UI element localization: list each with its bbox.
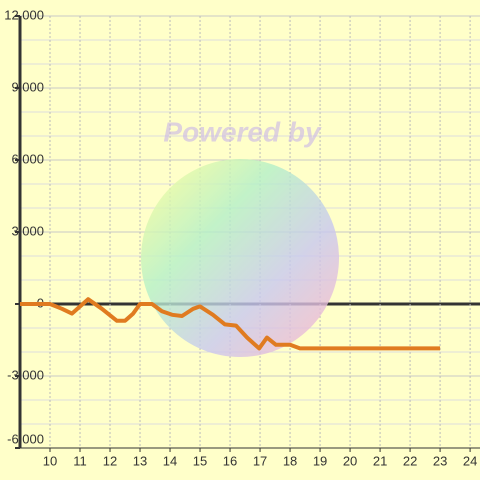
y-tick-label: -6,000: [7, 431, 44, 446]
y-tick-label: 6,000: [11, 151, 44, 166]
y-tick-label: 3,000: [11, 223, 44, 238]
watermark-logo: [141, 159, 339, 357]
x-tick-label: 12: [103, 453, 117, 468]
x-tick-label: 15: [193, 453, 207, 468]
x-tick-label: 18: [283, 453, 297, 468]
x-tick-label: 14: [163, 453, 177, 468]
x-tick-label: 20: [343, 453, 357, 468]
x-tick-label: 21: [373, 453, 387, 468]
x-tick-label: 19: [313, 453, 327, 468]
x-tick-label: 22: [403, 453, 417, 468]
x-tick-label: 10: [43, 453, 57, 468]
x-tick-label: 11: [73, 453, 87, 468]
watermark-text: Powered by: [163, 116, 322, 147]
line: [20, 297, 441, 351]
y-tick-label: -3,000: [7, 367, 44, 382]
y-tick-label: 12,000: [4, 7, 44, 22]
x-tick-label: 16: [223, 453, 237, 468]
x-tick-label: 17: [253, 453, 267, 468]
x-tick-label: 24: [463, 453, 477, 468]
x-tick-label: 13: [133, 453, 147, 468]
x-tick-label: 23: [433, 453, 447, 468]
watermark: Powered by: [141, 116, 339, 357]
y-tick-label: 9,000: [11, 79, 44, 94]
